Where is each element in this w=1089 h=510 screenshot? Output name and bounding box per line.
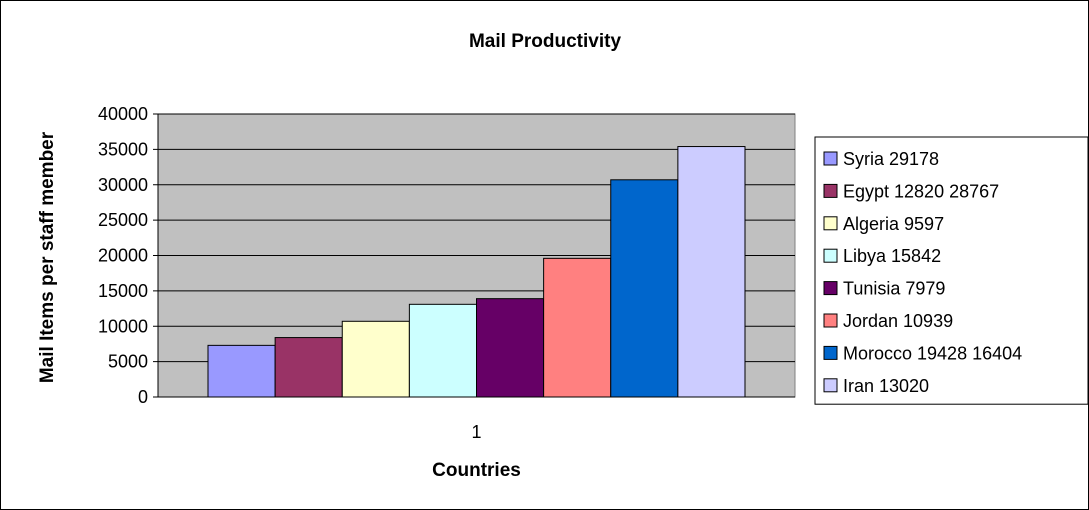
- x-axis-title: Countries: [432, 460, 521, 481]
- y-tick-label: 20000: [98, 246, 148, 266]
- bar-tunisia: [476, 298, 545, 398]
- legend-swatch: [823, 281, 838, 296]
- x-axis-ticks: 1: [471, 422, 481, 442]
- bar-libya: [408, 303, 478, 398]
- legend-swatch: [823, 378, 838, 393]
- y-tick-label: 0: [138, 387, 148, 407]
- y-tick-label: 35000: [98, 139, 148, 159]
- bar-algeria: [341, 320, 410, 398]
- legend-swatch: [823, 216, 838, 231]
- bar-egypt: [274, 337, 343, 398]
- legend-swatch: [823, 248, 838, 263]
- legend-box: [814, 136, 1089, 405]
- y-tick-label: 30000: [98, 175, 148, 195]
- bar-syria: [207, 344, 276, 398]
- y-tick-label: 15000: [98, 281, 148, 301]
- legend-label: Jordan 10939: [843, 311, 953, 331]
- x-tick-label: 1: [471, 422, 481, 442]
- legend-swatch: [823, 345, 838, 360]
- bar-iran: [677, 146, 746, 398]
- legend-label: Libya 15842: [843, 246, 941, 266]
- y-axis-ticks: 0 5000 10000 15000 20000 25000 30000 35000 40000: [98, 104, 158, 407]
- legend-label: Algeria 9597: [843, 214, 944, 234]
- legend-items: Syria 29178 Egypt 12820 28767 Algeria 9597…: [823, 149, 1022, 396]
- legend-label: Iran 13020: [843, 376, 929, 396]
- y-axis-title: Mail Items per staff member: [37, 131, 58, 383]
- legend-swatch: [823, 313, 838, 328]
- chart-title: Mail Productivity: [469, 31, 621, 52]
- y-tick-label: 40000: [98, 104, 148, 124]
- y-tick-label: 25000: [98, 210, 148, 230]
- bar-morocco: [610, 179, 679, 398]
- bar-jordan: [543, 257, 612, 398]
- legend-swatch: [823, 151, 838, 166]
- legend-swatch: [823, 183, 838, 198]
- legend-label: Syria 29178: [843, 149, 939, 169]
- y-tick-label: 10000: [98, 316, 148, 336]
- legend-label: Egypt 12820 28767: [843, 181, 999, 201]
- y-tick-label: 5000: [108, 352, 148, 372]
- legend-label: Morocco 19428 16404: [843, 343, 1022, 363]
- legend-label: Tunisia 7979: [843, 279, 945, 299]
